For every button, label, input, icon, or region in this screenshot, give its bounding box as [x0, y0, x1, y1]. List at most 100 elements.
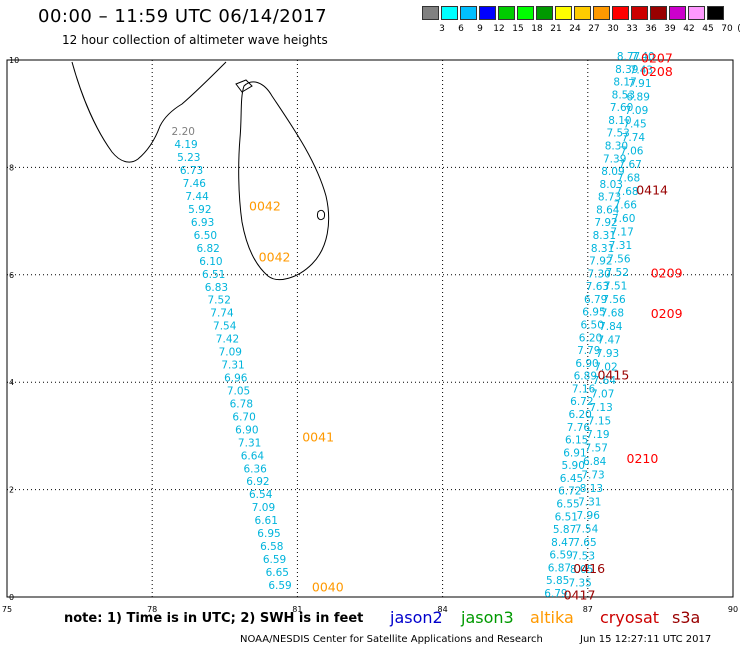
wave-height-value: 7.68 — [617, 172, 640, 184]
wave-height-value: 7.53 — [572, 550, 595, 562]
wave-height-value: 6.91 — [563, 447, 586, 459]
wave-height-value: 7.43 — [630, 64, 653, 76]
colorbar-swatch — [631, 6, 648, 20]
wave-height-value: 7.39 — [603, 153, 626, 165]
legend-altika: altika — [530, 608, 574, 627]
wave-height-value: 6.87 — [548, 562, 571, 574]
legend-jason2: jason2 — [390, 608, 443, 627]
wave-height-value: 7.15 — [588, 415, 611, 427]
wave-height-value: 8.73 — [598, 192, 621, 204]
wave-height-value: 7.47 — [597, 334, 620, 346]
wave-height-value: 7.64 — [593, 375, 617, 387]
colorbar-label: 3 — [439, 24, 445, 34]
colorbar-label: 45 — [702, 24, 714, 34]
wave-height-value: 7.84 — [599, 321, 623, 333]
wave-height-value: 7.42 — [216, 334, 239, 346]
wave-height-value: 8.77 — [617, 51, 640, 63]
colorbar-swatch — [669, 6, 686, 20]
colorbar-label: 33 — [626, 24, 638, 34]
colorbar-label: 24 — [569, 24, 581, 34]
wave-height-value: 7.56 — [607, 253, 631, 265]
wave-height-value: 6.95 — [257, 528, 280, 540]
wave-height-value: 6.50 — [581, 320, 604, 332]
wave-height-value: 7.76 — [567, 422, 591, 434]
wave-height-value: 7.57 — [585, 442, 608, 454]
wave-height-value: 6.84 — [583, 456, 607, 468]
wave-height-value: 7.02 — [594, 361, 617, 373]
wave-height-value: 6.20 — [568, 409, 591, 421]
colorbar-label: 9 — [477, 24, 483, 34]
wave-height-value: 6.51 — [202, 269, 225, 281]
pass-id-label: 0416 — [573, 561, 605, 576]
wave-height-value: 7.92 — [589, 256, 612, 268]
wave-height-value: 7.46 — [183, 178, 207, 190]
wave-height-value: 8.09 — [601, 166, 624, 178]
map-subtitle: 12 hour collection of altimeter wave hei… — [62, 33, 328, 47]
wave-height-value: 6.65 — [266, 567, 289, 579]
lon-tick-label: 84 — [438, 605, 448, 614]
wave-height-value: 8.53 — [612, 89, 635, 101]
colorbar-swatch — [574, 6, 591, 20]
colorbar-label: 27 — [588, 24, 600, 34]
wave-height-value: 5.85 — [546, 575, 569, 587]
wave-height-value: 7.45 — [623, 118, 646, 130]
wave-height-value: 7.60 — [610, 102, 633, 114]
wave-height-value: 7.68 — [615, 186, 638, 198]
wave-height-value: 7.05 — [227, 385, 250, 397]
pass-id-label: 0207 — [641, 51, 673, 66]
wave-height-value: 6.89 — [574, 371, 597, 383]
wave-height-value: 5.23 — [177, 152, 200, 164]
wave-height-value: 7.09 — [219, 347, 242, 359]
wave-height-value: 8.64 — [596, 204, 620, 216]
colorbar-swatch — [498, 6, 515, 20]
wave-height-value: 7.31 — [609, 240, 632, 252]
lat-tick-label: 4 — [9, 378, 14, 387]
colorbar-swatch — [612, 6, 629, 20]
wave-height-value: 6.58 — [260, 541, 283, 553]
credit-line: NOAA/NESDIS Center for Satellite Applica… — [240, 634, 543, 645]
colorbar-swatch — [650, 6, 667, 20]
generation-timestamp: Jun 15 12:27:11 UTC 2017 — [580, 634, 712, 645]
wave-height-value: 6.20 — [579, 332, 602, 344]
wave-height-value: 2.20 — [172, 126, 195, 138]
wave-height-value: 7.35 — [568, 577, 591, 589]
wave-height-value: 6.64 — [241, 450, 265, 462]
pass-id-label: 0415 — [597, 368, 629, 383]
wave-height-value: 8.05 — [570, 564, 593, 576]
wave-height-value: 6.79 — [584, 294, 607, 306]
footer-note: note: 1) Time is in UTC; 2) SWH is in fe… — [64, 611, 364, 626]
colorbar-label: 21 — [550, 24, 562, 34]
wave-height-value: 7.07 — [591, 388, 614, 400]
india-coastline — [71, 61, 227, 163]
wave-height-value: 6.15 — [565, 435, 588, 447]
colorbar-swatch — [555, 6, 572, 20]
wave-height-value: 8.30 — [605, 141, 628, 153]
jaffna-islands — [235, 79, 253, 93]
wave-height-value: 8.03 — [600, 179, 623, 191]
wave-height-value: 7.60 — [612, 213, 635, 225]
wave-height-value: 8.31 — [593, 230, 616, 242]
wave-height-value: 8.13 — [580, 483, 603, 495]
wave-height-value: 5.90 — [562, 460, 585, 472]
wave-height-value: 7.74 — [210, 308, 234, 320]
wave-height-value: 7.73 — [581, 469, 604, 481]
wave-height-value: 8.10 — [608, 115, 631, 127]
wave-height-value: 7.54 — [213, 321, 237, 333]
lon-tick-label: 90 — [728, 605, 738, 614]
wave-height-value: 6.72 — [558, 486, 581, 498]
colorbar-swatch — [441, 6, 458, 20]
wave-height-value: 6.79 — [544, 588, 567, 600]
wave-height-value: 7.91 — [628, 78, 651, 90]
colorbar-swatch — [593, 6, 610, 20]
wave-height-value: 8.17 — [613, 77, 636, 89]
wave-height-value: 7.30 — [587, 268, 610, 280]
colorbar-label: 12 — [493, 24, 505, 34]
wave-height-value: 6.90 — [575, 358, 598, 370]
pass-id-label: 0417 — [564, 588, 596, 603]
wave-height-value: 4.19 — [174, 139, 197, 151]
wave-height-value: 7.54 — [575, 523, 599, 535]
wave-height-value: 7.31 — [221, 360, 244, 372]
wave-height-value: 7.79 — [577, 345, 600, 357]
wave-height-value: 7.66 — [614, 199, 638, 211]
